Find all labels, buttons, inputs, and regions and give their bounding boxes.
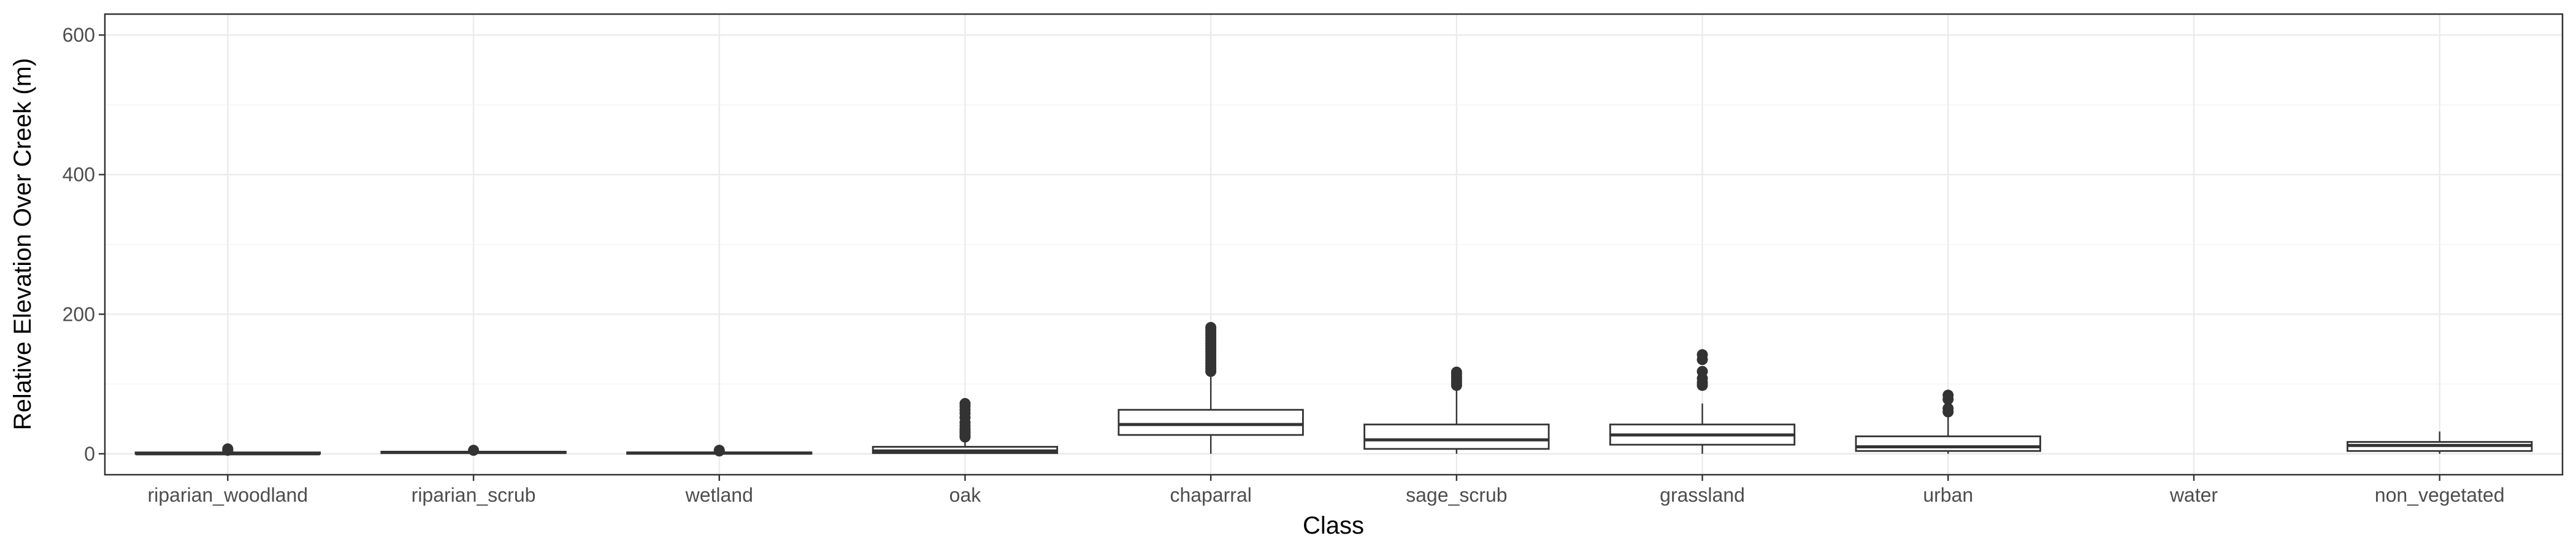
- x-tick-label: sage_scrub: [1406, 484, 1507, 506]
- box-outlier-point: [1942, 389, 1954, 401]
- box-outlier-point: [468, 445, 480, 456]
- box-outlier-point: [713, 445, 725, 456]
- x-tick-label: urban: [1923, 484, 1973, 506]
- y-tick-label: 400: [63, 164, 95, 186]
- grid-layer: [105, 14, 2563, 475]
- box-outlier-point: [222, 443, 234, 454]
- x-tick-label: riparian_woodland: [148, 484, 309, 506]
- x-tick-label: oak: [949, 484, 982, 506]
- x-tick-label: water: [2169, 484, 2218, 506]
- plot-border: [104, 13, 2564, 476]
- box-iqr: [1855, 435, 2041, 452]
- box-outlier-point: [1451, 366, 1462, 378]
- axis-layer: 0 200 400 600 riparian_woodland riparian_scru…: [63, 24, 2505, 506]
- y-tick-label: 600: [63, 24, 95, 46]
- box-outlier-point: [1696, 349, 1708, 361]
- x-axis-title: Class: [1303, 512, 1364, 539]
- x-tick-label: chaparral: [1170, 484, 1251, 506]
- y-tick-label: 200: [63, 303, 95, 325]
- box-outlier-point: [959, 397, 971, 409]
- box-outlier-point: [1696, 366, 1708, 377]
- y-tick-label: 0: [84, 443, 95, 465]
- box-outlier-point: [1942, 402, 1954, 414]
- x-tick-label: riparian_scrub: [412, 484, 536, 506]
- x-tick-label: non_vegetated: [2375, 484, 2505, 506]
- box-outlier-point: [1205, 321, 1217, 333]
- box-iqr: [1117, 408, 1304, 436]
- box-iqr: [1363, 423, 1550, 450]
- x-tick-label: grassland: [1660, 484, 1745, 506]
- box-layer: [134, 321, 2533, 457]
- y-axis-title: Relative Elevation Over Creek (m): [9, 58, 36, 431]
- x-tick-label: wetland: [685, 484, 753, 506]
